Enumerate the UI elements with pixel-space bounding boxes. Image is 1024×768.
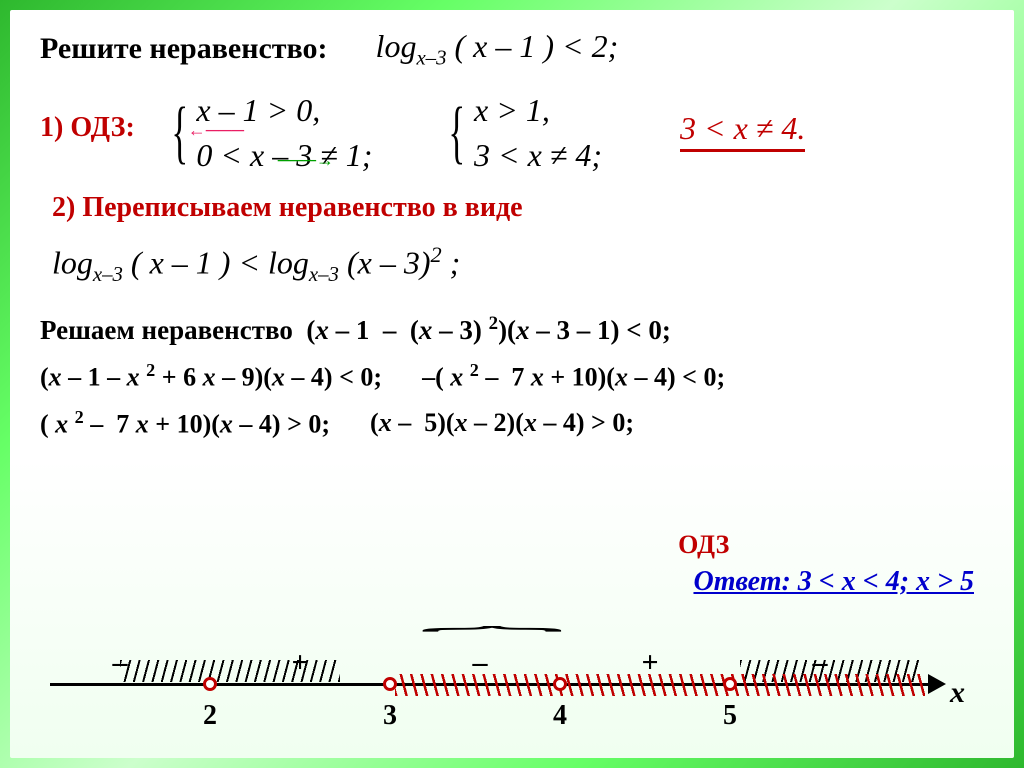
sign-label: – — [113, 646, 128, 680]
calc-line-3a: ( x 2 – 7 x + 10)(x – 4) > 0; — [40, 407, 330, 440]
axis-point — [723, 677, 737, 691]
odz-axis-label: ОДЗ — [433, 530, 974, 560]
step1-label: 1) ОДЗ: — [40, 112, 135, 144]
sign-label: + — [291, 646, 308, 680]
axis-tick-label: 5 — [723, 700, 737, 732]
sign-label: – — [813, 646, 828, 680]
answer-text: Ответ: 3 < x < 4; x > 5 — [693, 566, 974, 598]
number-line: ⏞ x –+–+–2345 — [50, 618, 970, 738]
axis-tick-label: 3 — [383, 700, 397, 732]
brace-icon: { — [449, 112, 466, 154]
sys2-bot: 3 < x ≠ 4; — [474, 137, 602, 174]
problem-title: Решите неравенство: — [40, 32, 328, 66]
sign-label: – — [473, 646, 488, 680]
axis-tick-label: 4 — [553, 700, 567, 732]
axis-point — [383, 677, 397, 691]
axis-tick-label: 2 — [203, 700, 217, 732]
brace-icon: { — [171, 112, 188, 154]
slide-card: Решите неравенство: logx–3 ( x – 1 ) < 2… — [10, 10, 1014, 758]
arrow-right-icon: ───→ — [278, 150, 334, 171]
calc-line-2a: (x – 1 – x 2 + 6 x – 9)(x – 4) < 0; — [40, 360, 382, 393]
calc-line-2b: –( x 2 – 7 x + 10)(x – 4) < 0; — [422, 360, 725, 393]
sys2-top: x > 1, — [474, 92, 602, 129]
rewrite-formula: logx–3 ( x – 1 ) < logx–3 (x – 3)2 ; — [52, 242, 984, 287]
axis-point — [203, 677, 217, 691]
sign-label: + — [641, 646, 658, 680]
step2-label: 2) Переписываем неравенство в виде — [52, 192, 984, 224]
problem-formula: logx–3 ( x – 1 ) < 2; — [376, 28, 619, 70]
calc-line-3b: (x – 5)(x – 2)(x – 4) > 0; — [370, 408, 634, 438]
odz-result: 3 < x ≠ 4. — [680, 110, 805, 152]
axis-point — [553, 677, 567, 691]
arrow-left-icon: ←─── — [188, 120, 244, 141]
solve-label: Решаем неравенство (x – 1 – (x – 3) 2)(x… — [40, 313, 984, 346]
axis-variable: x — [950, 676, 965, 710]
arrowhead-icon — [928, 674, 946, 694]
